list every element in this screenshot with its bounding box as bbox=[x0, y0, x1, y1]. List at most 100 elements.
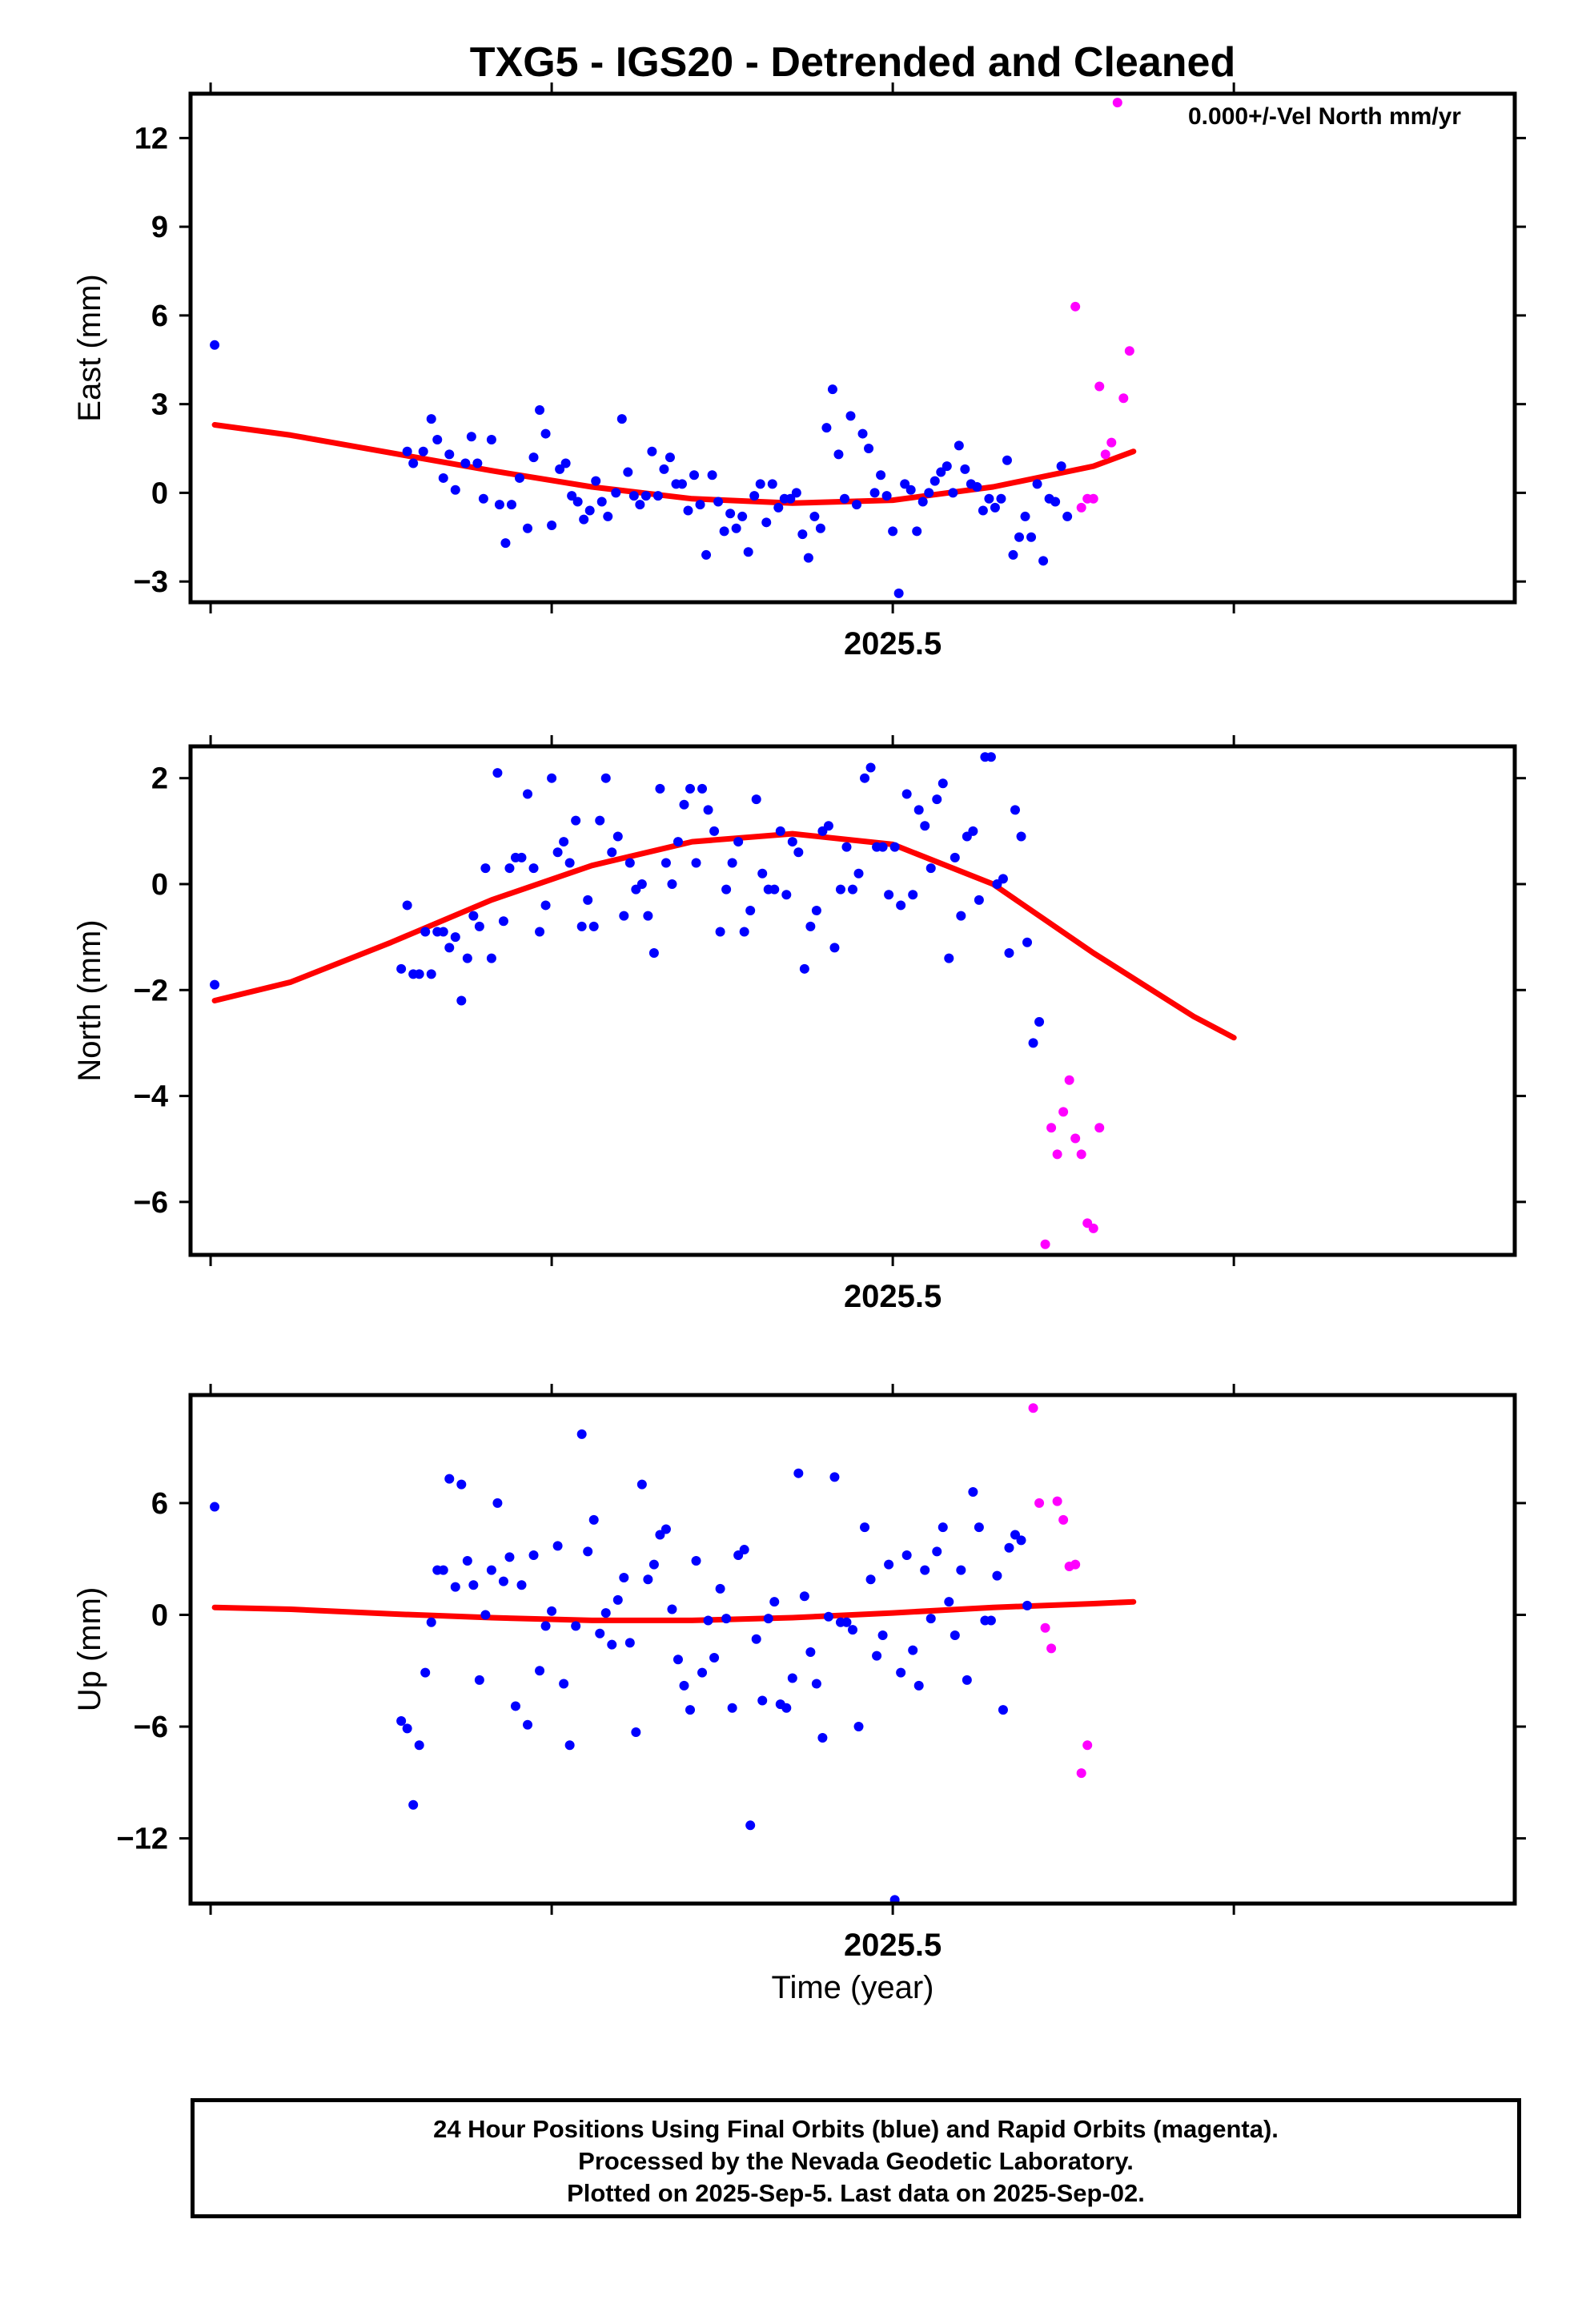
final-orbit-point bbox=[811, 906, 821, 916]
y-axis-label: Up (mm) bbox=[72, 1587, 107, 1712]
final-orbit-point bbox=[948, 488, 958, 498]
rapid-orbit-point bbox=[1076, 1768, 1086, 1779]
final-orbit-point bbox=[624, 858, 635, 868]
final-orbit-point bbox=[709, 1652, 720, 1663]
final-orbit-point bbox=[872, 1651, 882, 1661]
rapid-orbit-point bbox=[1058, 1514, 1069, 1525]
final-orbit-point bbox=[636, 879, 647, 889]
final-orbit-point bbox=[607, 1639, 617, 1650]
final-orbit-point bbox=[827, 384, 837, 395]
final-orbit-point bbox=[564, 1740, 575, 1751]
final-orbit-point bbox=[584, 505, 595, 516]
final-orbit-point bbox=[797, 529, 808, 540]
final-orbit-point bbox=[540, 900, 551, 911]
final-orbit-point bbox=[600, 1608, 611, 1618]
final-orbit-point bbox=[683, 505, 693, 516]
final-orbit-point bbox=[703, 1615, 713, 1626]
final-orbit-point bbox=[821, 423, 832, 433]
rapid-orbit-point bbox=[1046, 1643, 1057, 1654]
final-orbit-point bbox=[552, 847, 563, 858]
final-orbit-point bbox=[974, 1522, 984, 1533]
final-orbit-point bbox=[932, 1546, 942, 1557]
final-orbit-point bbox=[767, 479, 777, 489]
fit-curve bbox=[211, 422, 1137, 506]
footer-line-3: Plotted on 2025-Sep-5. Last data on 2025… bbox=[567, 2179, 1145, 2207]
final-orbit-point bbox=[1062, 511, 1073, 521]
final-orbit-point bbox=[805, 1647, 816, 1657]
rapid-orbit-point bbox=[1040, 1239, 1050, 1249]
final-orbit-point bbox=[516, 1580, 527, 1590]
final-orbit-point bbox=[1004, 947, 1014, 958]
final-orbit-point bbox=[1034, 1016, 1045, 1027]
final-orbit-point bbox=[559, 837, 569, 847]
final-orbit-point bbox=[956, 1565, 966, 1575]
final-orbit-point bbox=[881, 491, 892, 501]
final-orbit-point bbox=[498, 916, 508, 927]
final-orbit-point bbox=[998, 874, 1008, 884]
final-orbit-point bbox=[1014, 532, 1025, 542]
final-orbit-point bbox=[438, 1565, 448, 1575]
final-orbit-point bbox=[697, 783, 708, 794]
final-orbit-point bbox=[402, 900, 412, 911]
final-orbit-point bbox=[514, 472, 524, 483]
final-orbit-point bbox=[701, 549, 712, 560]
final-orbit-point bbox=[648, 1559, 659, 1570]
final-orbit-point bbox=[896, 900, 906, 911]
final-orbit-point bbox=[426, 1617, 436, 1627]
final-orbit-point bbox=[691, 1556, 701, 1566]
final-orbit-point bbox=[978, 505, 988, 516]
final-orbit-point bbox=[616, 414, 627, 424]
final-orbit-point bbox=[739, 1545, 749, 1555]
final-orbit-point bbox=[823, 821, 833, 831]
final-orbit-point bbox=[787, 1673, 797, 1683]
final-orbit-point bbox=[713, 497, 724, 507]
final-orbit-point bbox=[1026, 532, 1037, 542]
final-orbit-point bbox=[210, 979, 220, 990]
final-orbit-point bbox=[576, 1429, 587, 1439]
final-orbit-point bbox=[974, 895, 984, 905]
y-tick-label: 12 bbox=[135, 122, 168, 155]
final-orbit-point bbox=[655, 783, 665, 794]
final-orbit-point bbox=[210, 1502, 220, 1512]
rapid-orbit-point bbox=[1040, 1622, 1050, 1633]
final-orbit-point bbox=[210, 340, 220, 350]
final-orbit-point bbox=[560, 458, 571, 468]
final-orbit-point bbox=[655, 1530, 665, 1540]
rapid-orbit-point bbox=[1088, 1223, 1098, 1233]
final-orbit-point bbox=[607, 847, 617, 858]
final-orbit-point bbox=[504, 1552, 515, 1562]
final-orbit-point bbox=[402, 446, 412, 456]
y-tick-label: 9 bbox=[151, 211, 168, 244]
final-orbit-point bbox=[611, 488, 621, 498]
panel-data bbox=[210, 752, 1237, 1249]
final-orbit-point bbox=[860, 773, 870, 783]
final-orbit-point bbox=[707, 470, 717, 480]
final-orbit-point bbox=[647, 446, 657, 456]
final-orbit-point bbox=[691, 858, 701, 868]
rapid-orbit-point bbox=[1058, 1107, 1069, 1117]
x-tick-label: 2025.5 bbox=[844, 1928, 942, 1963]
final-orbit-point bbox=[510, 1701, 520, 1711]
rapid-orbit-point bbox=[1034, 1498, 1045, 1508]
rapid-orbit-point bbox=[1070, 1133, 1081, 1144]
final-orbit-point bbox=[595, 1628, 605, 1638]
panel-3: −12 −6 0 6 2025.5 Up (mm) bbox=[72, 1384, 1526, 1963]
final-orbit-point bbox=[506, 500, 516, 510]
final-orbit-point bbox=[547, 1606, 557, 1616]
final-orbit-point bbox=[775, 826, 785, 836]
final-orbit-point bbox=[1022, 937, 1033, 947]
final-orbit-point bbox=[950, 852, 960, 862]
final-orbit-point bbox=[920, 821, 930, 831]
y-tick-label: −3 bbox=[134, 565, 168, 599]
final-orbit-point bbox=[603, 511, 613, 521]
final-orbit-point bbox=[631, 1727, 641, 1738]
final-orbit-point bbox=[677, 479, 687, 489]
final-orbit-point bbox=[547, 773, 557, 783]
final-orbit-point bbox=[414, 1740, 424, 1751]
velocity-note: 0.000+/-Vel North mm/yr bbox=[1188, 103, 1461, 130]
final-orbit-point bbox=[888, 526, 898, 537]
footer-line-2: Processed by the Nevada Geodetic Laborat… bbox=[578, 2147, 1134, 2175]
final-orbit-point bbox=[450, 932, 460, 943]
final-orbit-point bbox=[456, 1479, 467, 1490]
final-orbit-point bbox=[450, 485, 460, 495]
